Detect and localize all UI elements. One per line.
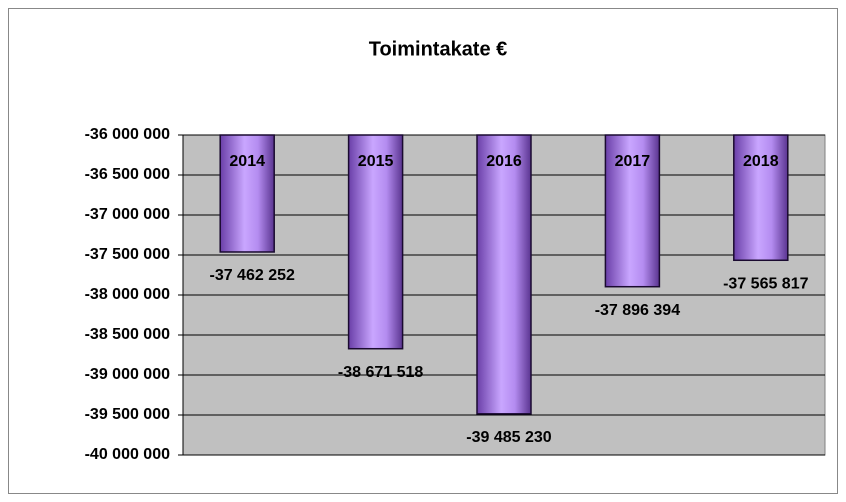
x-tick-label: 2017 (615, 153, 651, 170)
y-tick-label: -38 000 000 (85, 286, 171, 303)
bar (219, 134, 275, 253)
x-tick-label: 2018 (743, 153, 779, 170)
chart-title: Toimintakate € (369, 38, 508, 60)
bar (604, 134, 661, 288)
y-tick-label: -40 000 000 (85, 446, 171, 463)
bar (733, 134, 789, 262)
x-tick-label: 2014 (229, 153, 265, 170)
data-label: -39 485 230 (466, 429, 552, 446)
bar (347, 134, 404, 350)
y-tick-label: -38 500 000 (85, 326, 171, 343)
y-tick-label: -36 500 000 (85, 166, 171, 183)
y-tick-label: -36 000 000 (85, 126, 171, 143)
data-label: -37 896 394 (595, 302, 681, 319)
bar (476, 134, 532, 415)
x-tick-label: 2016 (486, 153, 522, 170)
y-tick-label: -37 500 000 (85, 246, 171, 263)
y-tick-label: -37 000 000 (85, 206, 171, 223)
data-label: -37 462 252 (209, 267, 295, 284)
data-label: -37 565 817 (723, 275, 809, 292)
data-label: -38 671 518 (338, 364, 424, 381)
x-tick-label: 2015 (358, 153, 394, 170)
y-tick-label: -39 500 000 (85, 406, 171, 423)
y-tick-label: -39 000 000 (85, 366, 171, 383)
